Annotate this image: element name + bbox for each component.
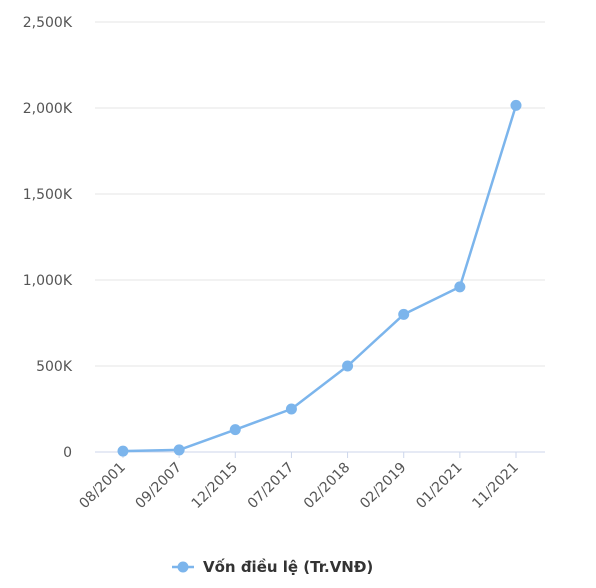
data-point[interactable] [510,99,522,111]
y-tick-label: 500K [36,359,73,375]
x-tick-label: 02/2019 [357,460,409,512]
series-line [121,104,518,453]
data-point[interactable] [398,308,410,320]
y-axis: 0 500K 1,000K 1,500K 2,000K 2,500K [23,15,73,461]
x-tick-label: 02/2018 [301,460,353,512]
legend-marker-icon [177,561,189,573]
data-point[interactable] [117,445,129,457]
data-point[interactable] [285,403,297,415]
y-tick-label: 0 [63,445,72,461]
y-tick-label: 2,500K [23,15,73,31]
x-tick-label: 12/2015 [189,460,241,512]
y-tick-label: 1,000K [23,273,73,289]
x-tick-label: 11/2021 [469,460,521,512]
x-tick-label: 09/2007 [133,460,185,512]
y-tick-label: 1,500K [23,187,73,203]
legend[interactable]: Vốn điều lệ (Tr.VNĐ) [172,557,373,576]
data-point[interactable] [173,444,185,456]
data-point[interactable] [342,360,354,372]
legend-series-label: Vốn điều lệ (Tr.VNĐ) [203,557,373,576]
y-tick-label: 2,000K [23,101,73,117]
x-axis: 08/2001 09/2007 12/2015 07/2017 02/2018 02/20… [76,452,522,512]
data-point[interactable] [454,281,466,293]
series-group [117,99,522,457]
grid-lines [95,21,545,367]
x-tick-label: 07/2017 [245,460,297,512]
data-point[interactable] [229,424,241,436]
x-tick-label: 08/2001 [76,460,128,512]
x-tick-label: 01/2021 [413,460,465,512]
